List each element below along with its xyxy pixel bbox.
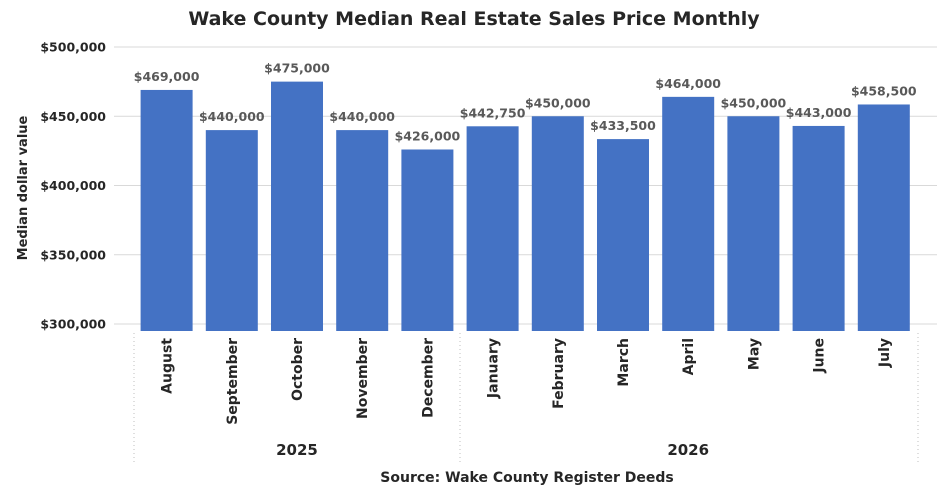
bar-value-label: $426,000: [395, 128, 461, 143]
bar-value-label: $450,000: [525, 95, 591, 110]
bar: [466, 126, 519, 331]
bar: [140, 89, 193, 331]
x-tick-label: September: [225, 338, 241, 425]
bar: [336, 130, 389, 331]
bar-value-label: $469,000: [134, 69, 200, 84]
bars: [140, 81, 910, 331]
bar-value-label: $464,000: [655, 76, 721, 91]
bar: [205, 130, 258, 331]
bar-value-label: $443,000: [786, 105, 852, 120]
bar: [531, 116, 584, 331]
x-tick-label: April: [681, 338, 697, 375]
x-axis-ticks: August September October November December Ja…: [160, 338, 893, 425]
bar-value-label: $442,750: [460, 105, 526, 120]
bar-value-label: $458,500: [851, 83, 917, 98]
x-tick-label: December: [420, 338, 436, 418]
source-note: Source: Wake County Register Deeds: [380, 470, 673, 486]
y-tick-label: $450,000: [40, 109, 106, 124]
bar: [857, 104, 910, 331]
x-tick-label: July: [877, 338, 893, 368]
x-tick-label: August: [160, 338, 176, 394]
year-groups: 2025 2026: [133, 333, 919, 463]
bar: [662, 96, 715, 331]
bar-value-label: $433,500: [590, 118, 656, 133]
y-axis-label: Median dollar value: [16, 115, 31, 260]
bar-value-label: $440,000: [329, 109, 395, 124]
x-tick-label: March: [616, 338, 632, 387]
y-tick-label: $400,000: [40, 178, 106, 193]
bar-value-label: $450,000: [721, 95, 787, 110]
bar-value-label: $440,000: [199, 109, 265, 124]
y-tick-label: $500,000: [40, 40, 106, 55]
x-tick-label: November: [355, 338, 371, 419]
bar: [597, 139, 649, 331]
x-tick-label: June: [812, 338, 828, 374]
bar: [727, 116, 780, 331]
bar-value-label: $475,000: [264, 61, 330, 76]
bar: [401, 149, 454, 331]
x-tick-label: January: [486, 338, 502, 399]
data-labels: $469,000$440,000$475,000$440,000$426,000…: [134, 61, 917, 144]
bar: [792, 125, 845, 331]
year-label: 2026: [667, 441, 709, 459]
y-tick-label: $350,000: [40, 247, 106, 262]
bar: [271, 81, 323, 331]
year-label: 2025: [276, 441, 318, 459]
y-tick-label: $300,000: [40, 317, 106, 332]
chart-title: Wake County Median Real Estate Sales Pri…: [188, 8, 760, 30]
x-tick-label: February: [551, 338, 567, 409]
x-tick-label: October: [290, 338, 306, 401]
x-tick-label: May: [746, 338, 762, 370]
y-axis-ticks: $300,000 $350,000 $400,000 $450,000 $500,000: [40, 40, 106, 332]
